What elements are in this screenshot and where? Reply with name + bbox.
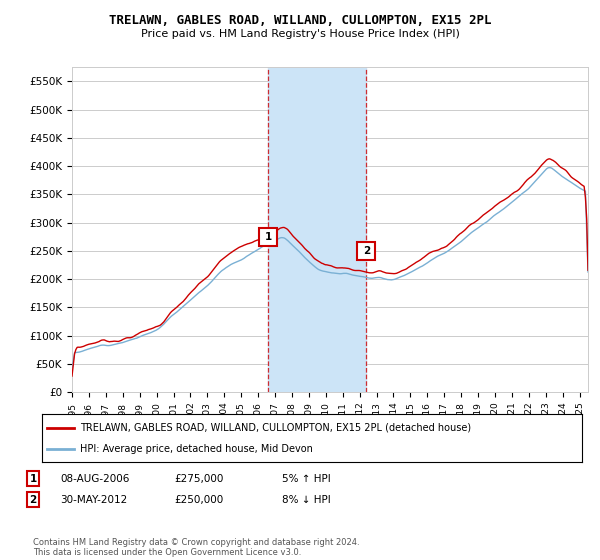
- Bar: [268, 67, 367, 392]
- Text: 1: 1: [265, 232, 272, 242]
- Text: 5% ↑ HPI: 5% ↑ HPI: [282, 474, 331, 484]
- Text: HPI: Average price, detached house, Mid Devon: HPI: Average price, detached house, Mid …: [80, 444, 313, 454]
- Text: 2: 2: [29, 494, 37, 505]
- Text: Price paid vs. HM Land Registry's House Price Index (HPI): Price paid vs. HM Land Registry's House …: [140, 29, 460, 39]
- Text: 30-MAY-2012: 30-MAY-2012: [60, 494, 127, 505]
- Text: £275,000: £275,000: [174, 474, 223, 484]
- Text: 08-AUG-2006: 08-AUG-2006: [60, 474, 130, 484]
- Text: TRELAWN, GABLES ROAD, WILLAND, CULLOMPTON, EX15 2PL: TRELAWN, GABLES ROAD, WILLAND, CULLOMPTO…: [109, 14, 491, 27]
- Text: 1: 1: [29, 474, 37, 484]
- Text: 2: 2: [363, 246, 370, 256]
- Text: £250,000: £250,000: [174, 494, 223, 505]
- Text: Contains HM Land Registry data © Crown copyright and database right 2024.
This d: Contains HM Land Registry data © Crown c…: [33, 538, 359, 557]
- Text: TRELAWN, GABLES ROAD, WILLAND, CULLOMPTON, EX15 2PL (detached house): TRELAWN, GABLES ROAD, WILLAND, CULLOMPTO…: [80, 423, 471, 433]
- Text: 8% ↓ HPI: 8% ↓ HPI: [282, 494, 331, 505]
